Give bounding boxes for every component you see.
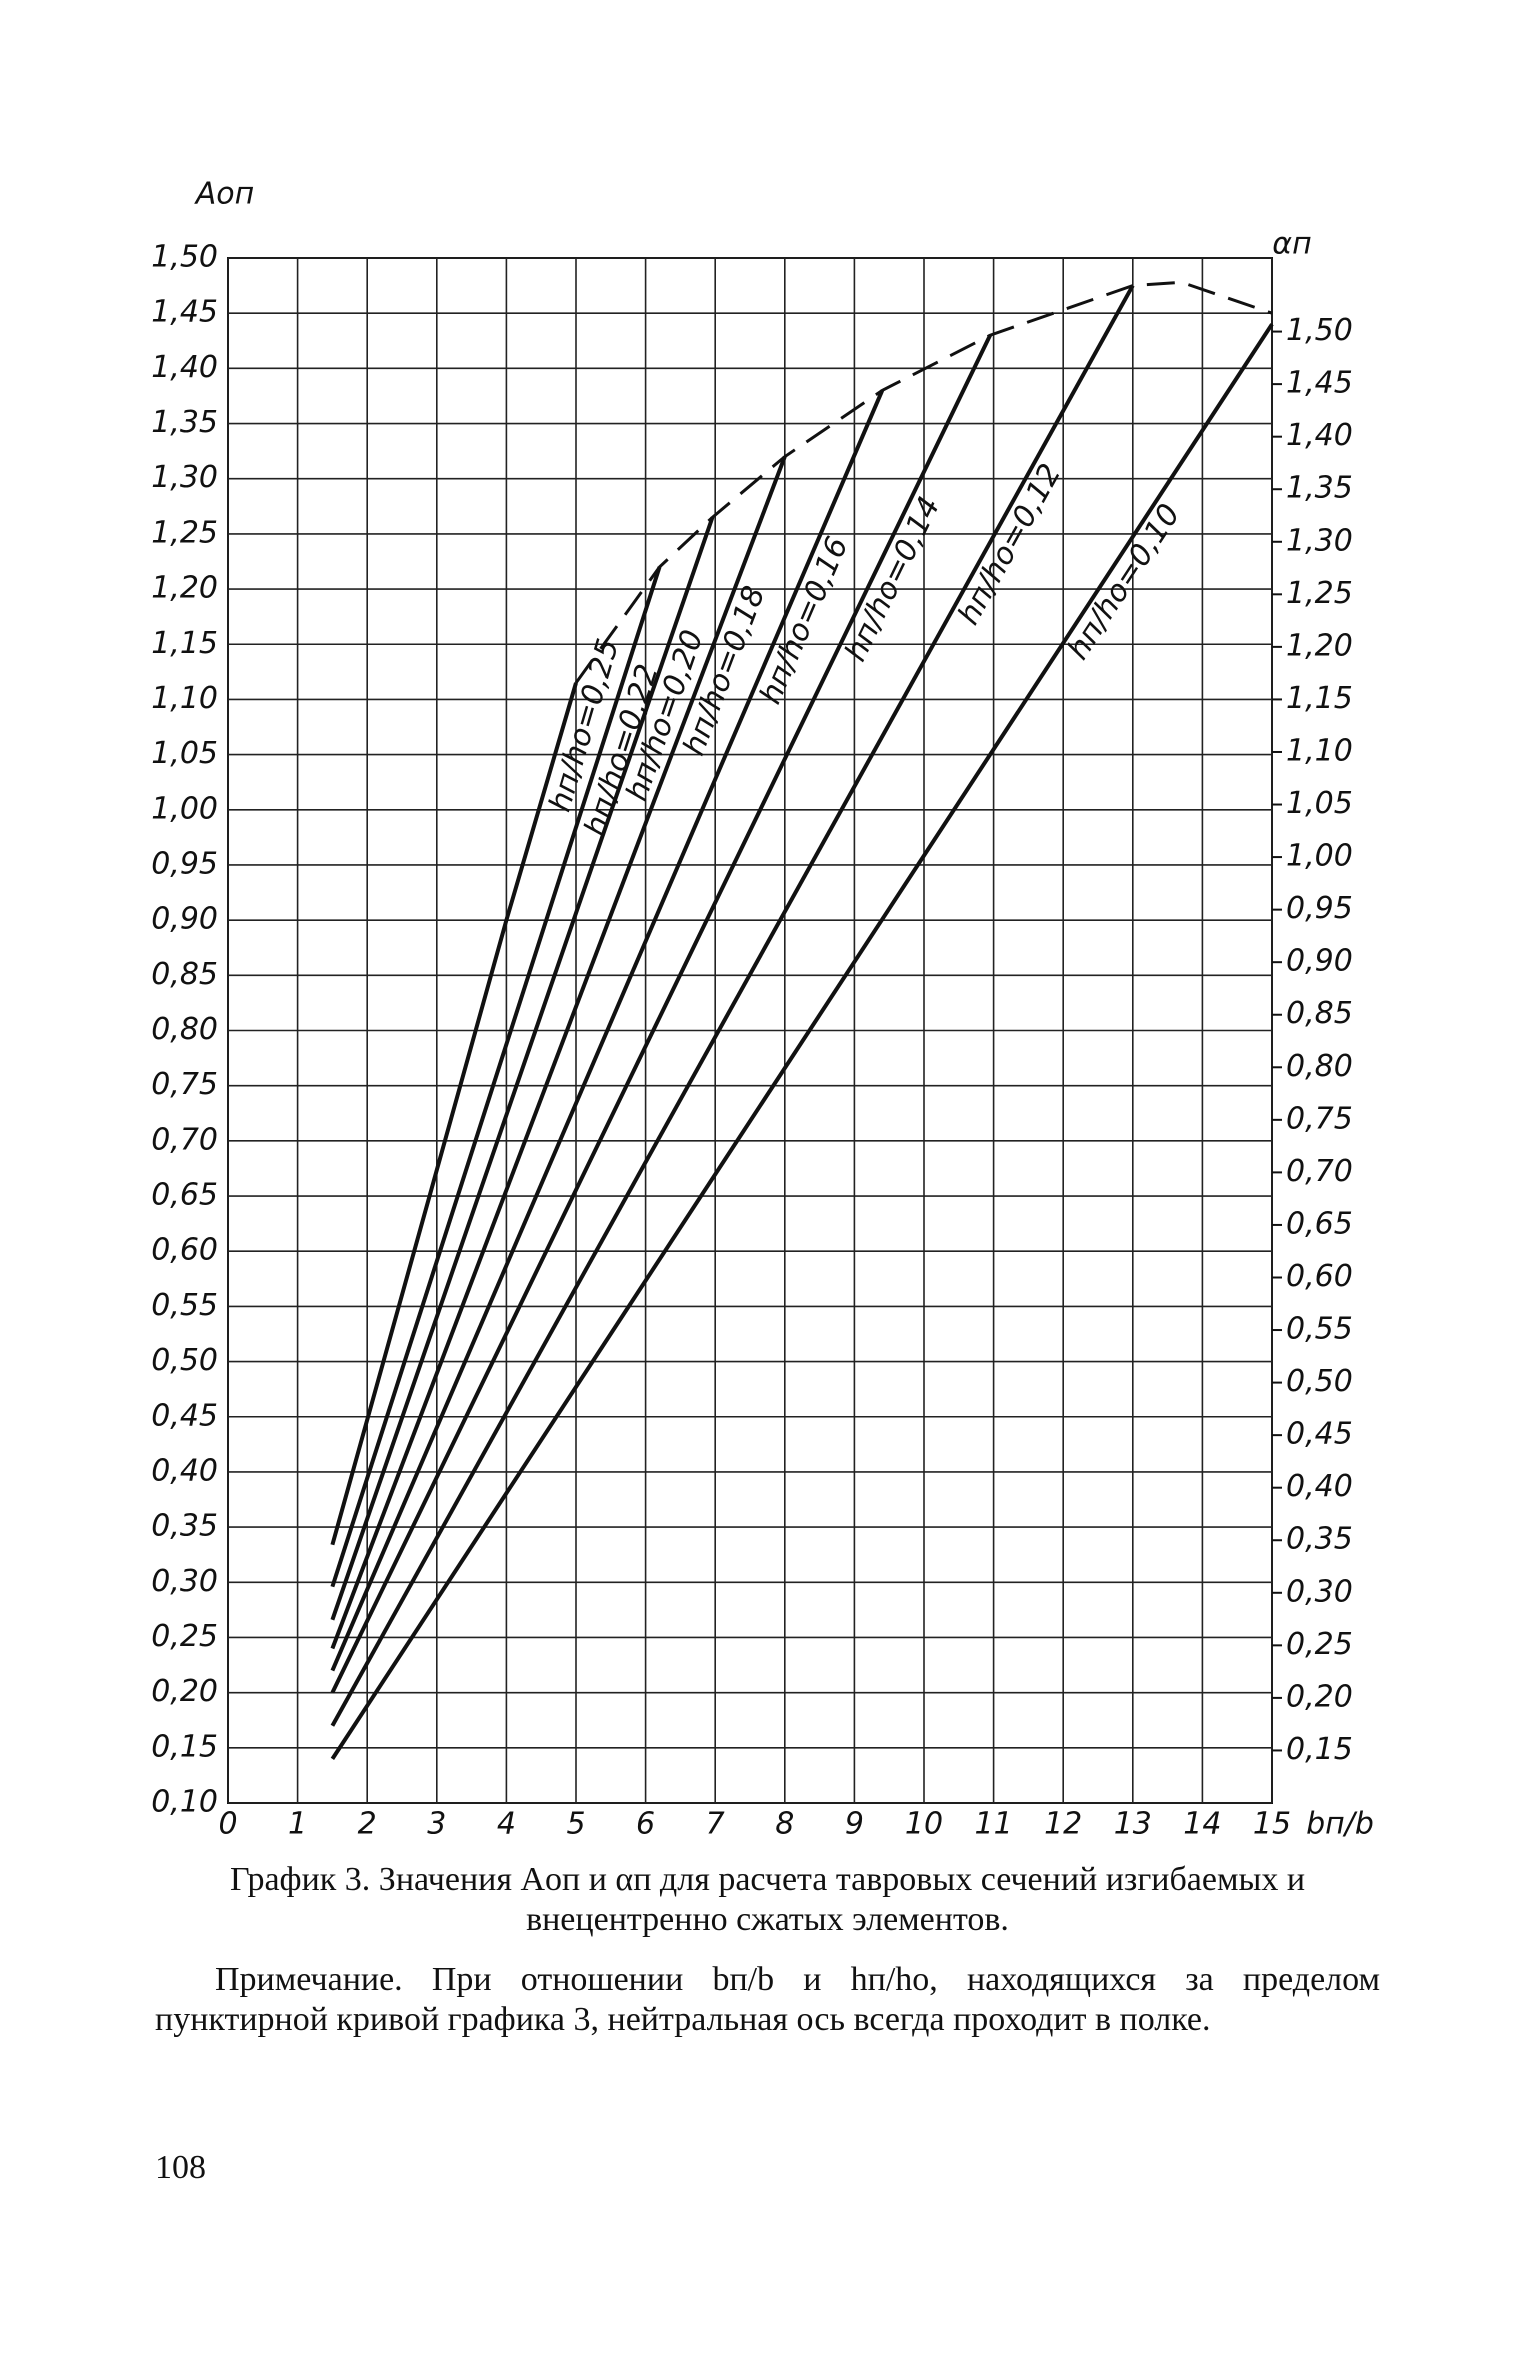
y2-tick-label: 0,80 (1286, 1049, 1353, 1084)
y2-tick-label: 1,20 (1286, 628, 1353, 663)
series-line (330, 566, 662, 1588)
y-tick-label: 0,70 (151, 1122, 218, 1157)
y-tick-label: 0,15 (151, 1729, 218, 1764)
x-tick-label: 8 (775, 1807, 794, 1842)
x-tick-label: 5 (566, 1807, 585, 1842)
y-tick-label: 0,25 (151, 1619, 218, 1654)
y-tick-label: 1,15 (151, 626, 218, 661)
series-line (330, 516, 715, 1621)
y-tick-label: 1,40 (151, 350, 218, 385)
series-line (330, 284, 1135, 1727)
y2-tick-label: 0,55 (1286, 1312, 1353, 1347)
x-tick-label: 4 (497, 1807, 516, 1842)
x-axis-label: bп/b (1306, 1807, 1374, 1842)
x-tick-label: 0 (218, 1807, 237, 1842)
y2-tick-label: 1,30 (1286, 523, 1353, 558)
x-tick-label: 6 (636, 1807, 655, 1842)
boundary-curve (574, 280, 1273, 684)
x-tick-label: 11 (975, 1807, 1013, 1842)
y2-tick-label: 1,05 (1286, 786, 1353, 821)
y2-tick-label: 1,45 (1286, 366, 1353, 401)
x-tick-label: 10 (905, 1807, 943, 1842)
y2-tick-label: 1,35 (1286, 471, 1353, 506)
x-tick-label: 12 (1044, 1807, 1082, 1842)
y-tick-label: 0,55 (151, 1288, 218, 1323)
y-tick-label: 1,30 (151, 460, 218, 495)
x-tick-label: 7 (706, 1807, 725, 1842)
series-line (330, 682, 578, 1546)
y2-tick-label: 1,00 (1286, 839, 1353, 874)
y2-tick-label: 0,70 (1286, 1154, 1353, 1189)
y2-tick-label: 1,10 (1286, 733, 1353, 768)
x-tick-label: 2 (358, 1807, 377, 1842)
y-tick-label: 0,20 (151, 1674, 218, 1709)
y2-tick-label: 0,60 (1286, 1259, 1353, 1294)
y-tick-label: 1,50 (151, 240, 218, 275)
y2-tick-label: 1,50 (1286, 313, 1353, 348)
chart: Aоп αп bп/b 0 1 2 3 4 5 6 7 8 9 10 11 12 13 14 150,100,… (151, 177, 1374, 1842)
y-tick-label: 1,10 (151, 681, 218, 716)
y-tick-label: 0,60 (151, 1233, 218, 1268)
y-tick-label: 0,75 (151, 1067, 218, 1102)
y2-tick-label: 0,90 (1286, 944, 1353, 979)
series-line (330, 334, 992, 1694)
y2-tick-label: 0,45 (1286, 1417, 1353, 1452)
x-tick-label: 9 (845, 1807, 864, 1842)
y2-tick-label: 0,25 (1286, 1627, 1353, 1662)
y2-tick-label: 0,20 (1286, 1679, 1353, 1714)
y-tick-label: 0,45 (151, 1398, 218, 1433)
y-tick-label: 0,10 (151, 1785, 218, 1820)
y-tick-label: 0,90 (151, 902, 218, 937)
series-line (330, 455, 787, 1650)
y2-tick-label: 0,65 (1286, 1206, 1353, 1241)
y-tick-label: 0,50 (151, 1343, 218, 1378)
x-tick-label: 13 (1114, 1807, 1152, 1842)
y-tick-label: 0,80 (151, 1012, 218, 1047)
y-tick-label: 0,95 (151, 846, 218, 881)
y2-tick-label: 0,35 (1286, 1522, 1353, 1557)
x-tick-label: 15 (1253, 1807, 1291, 1842)
x-tick-label: 3 (427, 1807, 446, 1842)
y-tick-label: 0,40 (151, 1453, 218, 1488)
x-tick-label: 1 (288, 1807, 307, 1842)
series-line (330, 323, 1274, 1760)
note: Примечание. При отношении bп/b и hп/hо, … (155, 1961, 1380, 2038)
y-axis-label: Aоп (194, 177, 255, 212)
y-tick-label: 1,35 (151, 405, 218, 440)
y2-tick-label: 0,15 (1286, 1732, 1353, 1767)
y-tick-label: 0,35 (151, 1509, 218, 1544)
series-line (330, 389, 885, 1672)
series-label: hп/hо=0,16 (753, 532, 855, 709)
y-tick-label: 1,20 (151, 571, 218, 606)
page-number: 108 (155, 2149, 206, 2186)
y2-tick-label: 0,40 (1286, 1469, 1353, 1504)
y-tick-label: 0,85 (151, 957, 218, 992)
y-tick-label: 1,45 (151, 295, 218, 330)
y2-tick-label: 0,75 (1286, 1101, 1353, 1136)
y-tick-label: 1,25 (151, 515, 218, 550)
y2-tick-label: 0,30 (1286, 1574, 1353, 1609)
x-tick-label: 14 (1183, 1807, 1221, 1842)
y-tick-label: 1,00 (151, 791, 218, 826)
y-tick-label: 0,65 (151, 1178, 218, 1213)
series-label: hп/hо=0,10 (1061, 498, 1188, 666)
y2-tick-label: 0,95 (1286, 891, 1353, 926)
y2-tick-label: 0,50 (1286, 1364, 1353, 1399)
caption: График 3. Значения Aоп и αп для расчета … (229, 1861, 1306, 1938)
y-tick-label: 0,30 (151, 1564, 218, 1599)
y2-tick-label: 0,85 (1286, 996, 1353, 1031)
y-tick-label: 1,05 (151, 736, 218, 771)
y2-axis-label: αп (1272, 227, 1311, 262)
y2-tick-label: 1,40 (1286, 418, 1353, 453)
y2-tick-label: 1,15 (1286, 681, 1353, 716)
y2-tick-label: 1,25 (1286, 576, 1353, 611)
series-label: hп/hо=0,12 (951, 458, 1068, 631)
